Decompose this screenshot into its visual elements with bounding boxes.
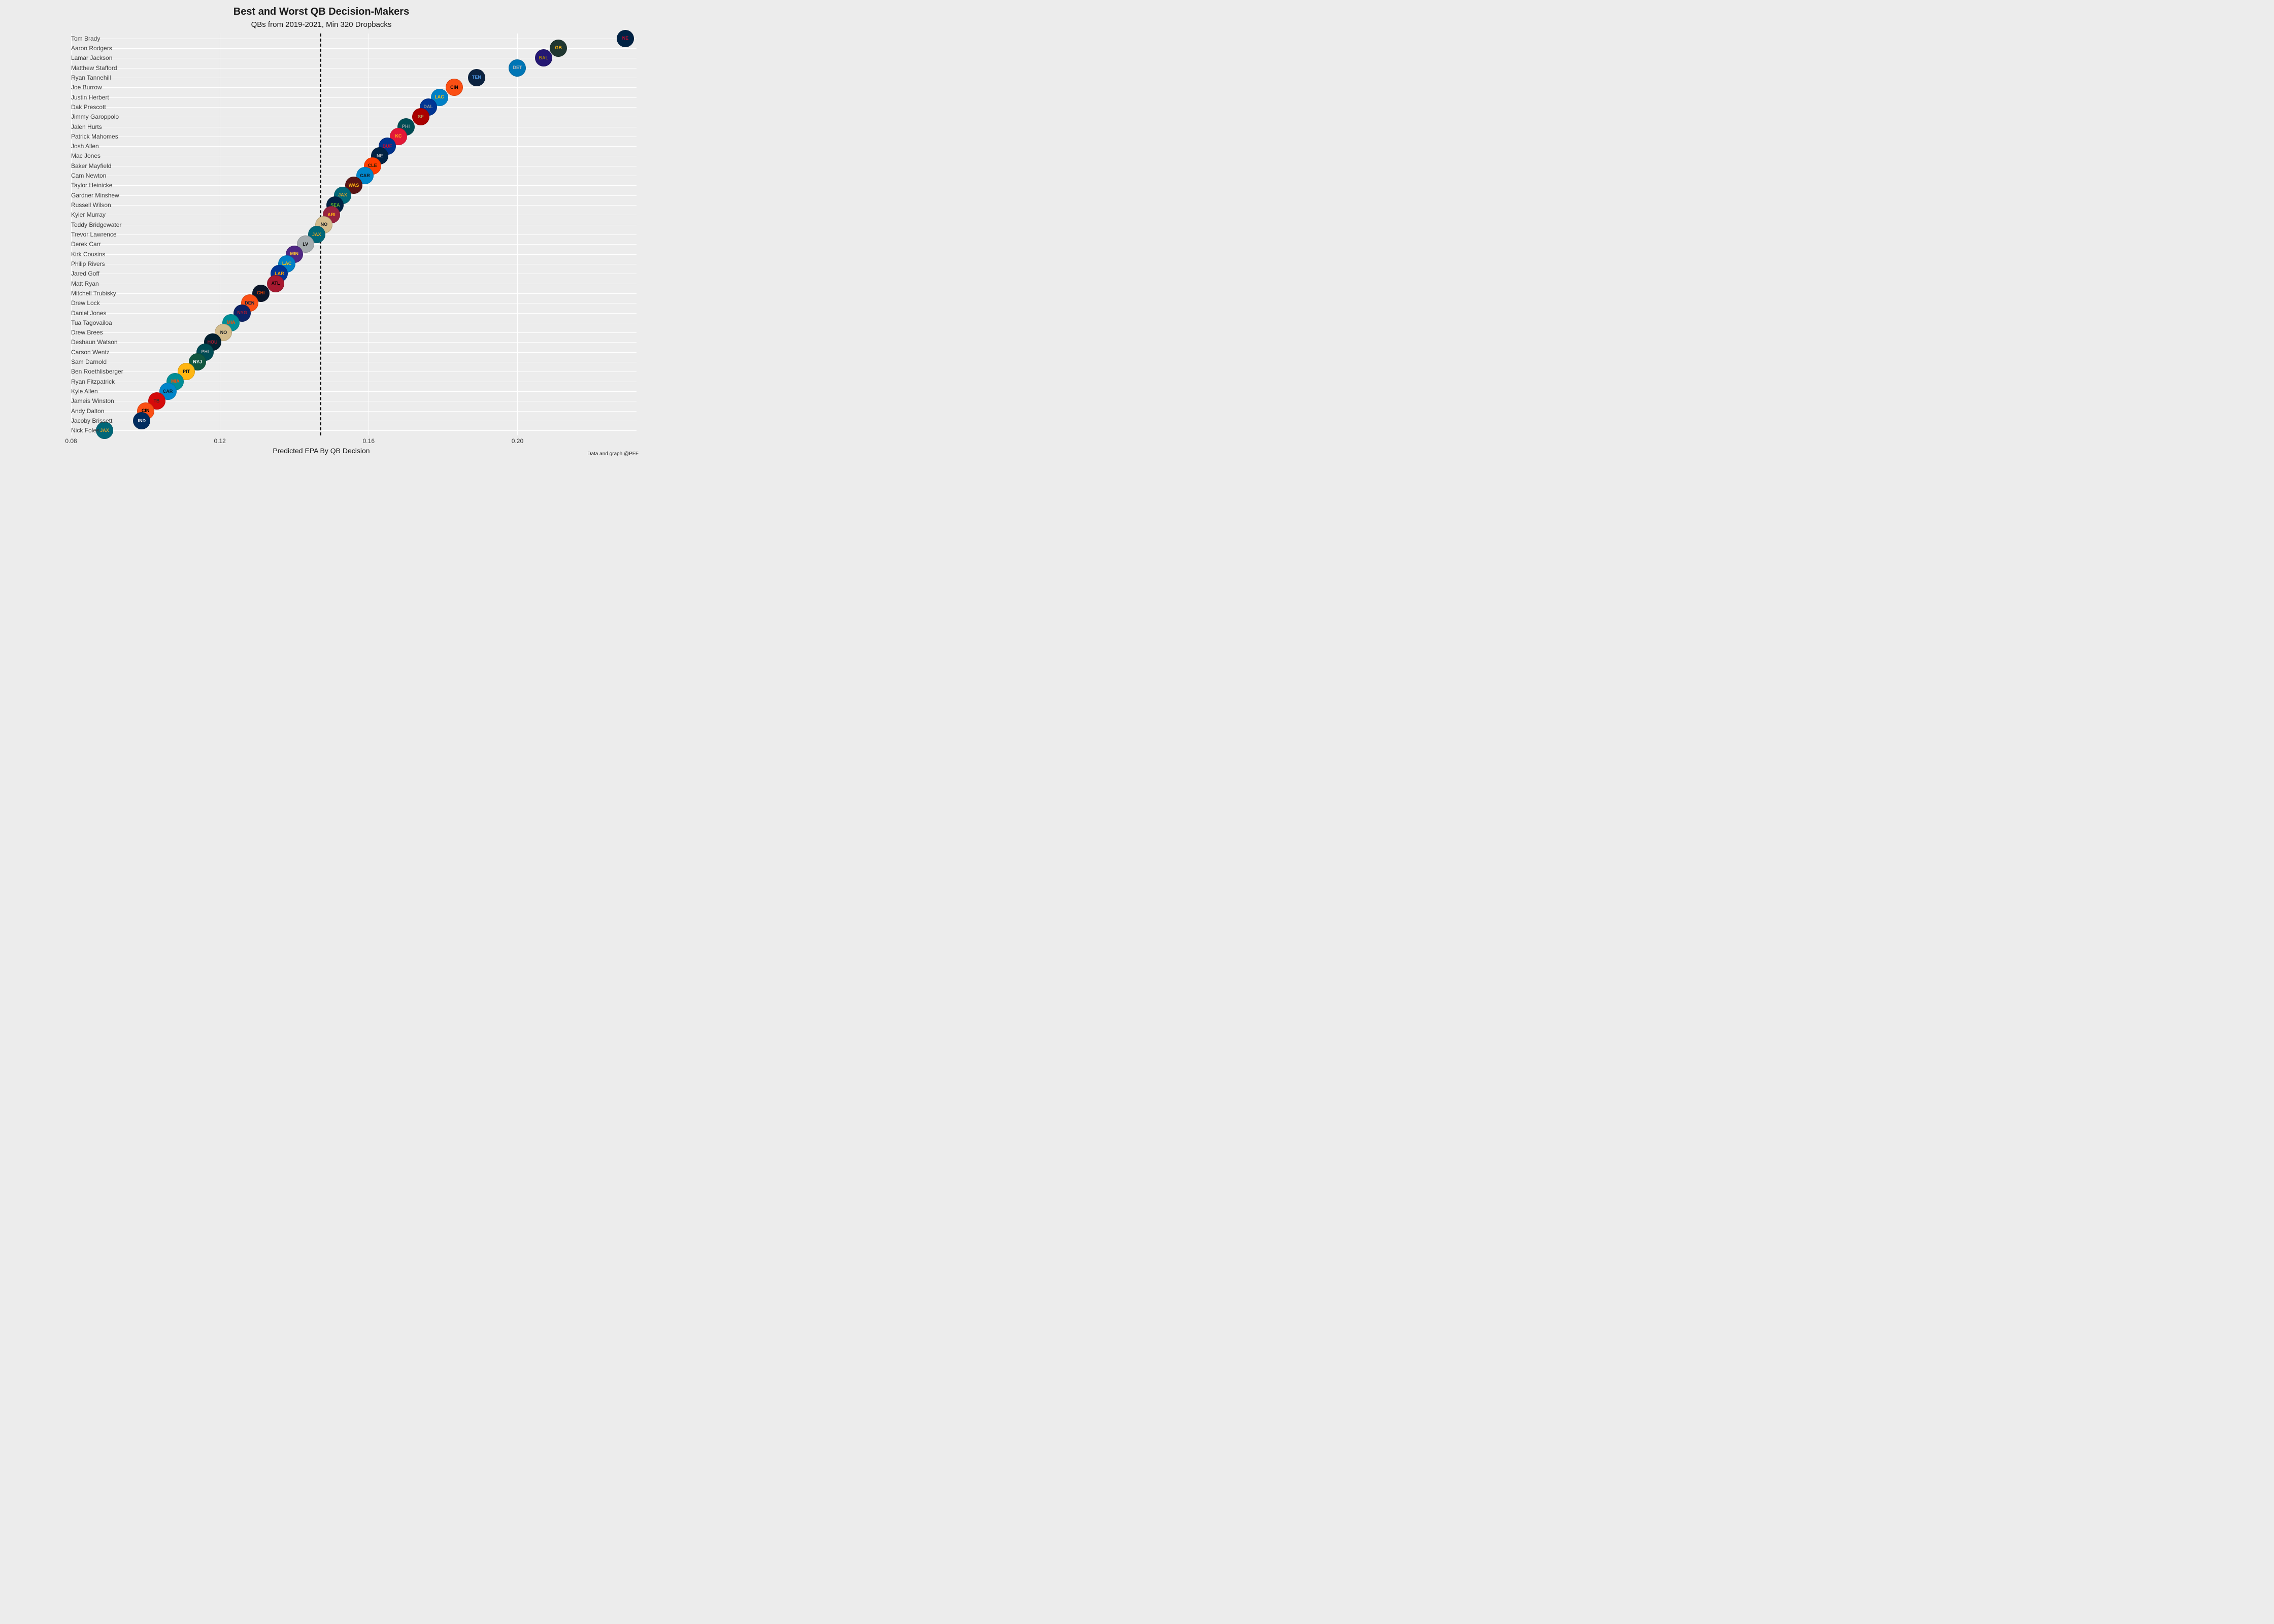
team-logo-marker: IND <box>133 412 150 429</box>
y-gridline <box>71 313 637 314</box>
y-tick-label: Drew Brees <box>71 329 74 336</box>
y-tick-label: Jacoby Brissett <box>71 417 74 424</box>
y-tick-label: Drew Lock <box>71 299 74 307</box>
team-logo-marker: SF <box>412 108 429 125</box>
y-gridline <box>71 371 637 372</box>
y-tick-label: Ryan Tannehill <box>71 74 74 81</box>
chart-title: Best and Worst QB Decision-Makers <box>233 6 409 18</box>
y-gridline <box>71 391 637 392</box>
y-tick-label: Aaron Rodgers <box>71 45 74 52</box>
y-gridline <box>71 87 637 88</box>
y-tick-label: Andy Dalton <box>71 408 74 415</box>
y-tick-label: Kyler Murray <box>71 211 74 218</box>
y-tick-label: Kirk Cousins <box>71 251 74 258</box>
y-tick-label: Kyle Allen <box>71 388 74 395</box>
x-tick-label: 0.20 <box>512 437 523 445</box>
team-logo-marker: DET <box>509 59 526 77</box>
y-gridline <box>71 205 637 206</box>
y-tick-label: Tua Tagovailoa <box>71 319 74 326</box>
team-logo-marker: NE <box>617 30 634 47</box>
y-tick-label: Derek Carr <box>71 241 74 248</box>
team-logo-marker: GB <box>550 40 567 57</box>
y-tick-label: Mitchell Trubisky <box>71 290 74 297</box>
y-tick-label: Lamar Jackson <box>71 54 74 61</box>
y-tick-label: Nick Foles <box>71 427 74 434</box>
chart-caption: Data and graph @PFF <box>587 451 639 457</box>
y-tick-label: Baker Mayfield <box>71 162 74 170</box>
y-gridline <box>71 411 637 412</box>
y-tick-label: Deshaun Watson <box>71 339 74 346</box>
x-tick-label: 0.16 <box>363 437 375 445</box>
y-tick-label: Gardner Minshew <box>71 192 74 199</box>
plot-area: NEGBBALDETTENCINLACDALSFPHIKCBUFNECLECAR… <box>71 33 637 435</box>
y-tick-label: Jameis Winston <box>71 397 74 404</box>
y-tick-label: Jalen Hurts <box>71 123 74 130</box>
y-tick-label: Sam Darnold <box>71 358 74 365</box>
x-tick-label: 0.12 <box>214 437 225 445</box>
y-gridline <box>71 107 637 108</box>
y-gridline <box>71 146 637 147</box>
y-tick-label: Teddy Bridgewater <box>71 221 74 228</box>
y-tick-label: Justin Herbert <box>71 94 74 101</box>
x-axis-title: Predicted EPA By QB Decision <box>273 447 370 455</box>
y-gridline <box>71 342 637 343</box>
y-gridline <box>71 332 637 333</box>
y-tick-label: Daniel Jones <box>71 310 74 317</box>
y-tick-label: Mac Jones <box>71 152 74 159</box>
y-tick-label: Carson Wentz <box>71 349 74 356</box>
chart-container: Best and Worst QB Decision-Makers QBs fr… <box>0 0 643 459</box>
y-tick-label: Cam Newton <box>71 172 74 179</box>
y-tick-label: Russell Wilson <box>71 201 74 209</box>
team-logo-marker: CIN <box>446 79 463 96</box>
y-gridline <box>71 352 637 353</box>
y-gridline <box>71 430 637 431</box>
y-tick-label: Patrick Mahomes <box>71 133 74 140</box>
y-tick-label: Matthew Stafford <box>71 64 74 72</box>
y-gridline <box>71 68 637 69</box>
y-tick-label: Joe Burrow <box>71 84 74 91</box>
y-tick-label: Jared Goff <box>71 270 74 277</box>
y-tick-label: Philip Rivers <box>71 260 74 267</box>
y-gridline <box>71 97 637 98</box>
team-logo-marker: TEN <box>468 69 485 86</box>
y-gridline <box>71 234 637 235</box>
y-tick-label: Ben Roethlisberger <box>71 368 74 375</box>
y-tick-label: Trevor Lawrence <box>71 231 74 238</box>
y-tick-label: Ryan Fitzpatrick <box>71 378 74 385</box>
y-gridline <box>71 293 637 294</box>
team-logo-marker: ATL <box>267 275 284 292</box>
chart-subtitle: QBs from 2019-2021, Min 320 Dropbacks <box>251 20 392 29</box>
y-tick-label: Tom Brady <box>71 35 74 42</box>
y-tick-label: Jimmy Garoppolo <box>71 113 74 120</box>
y-tick-label: Matt Ryan <box>71 280 74 287</box>
y-tick-label: Josh Allen <box>71 143 74 150</box>
y-gridline <box>71 244 637 245</box>
team-logo-marker: BAL <box>535 49 552 66</box>
y-gridline <box>71 254 637 255</box>
x-tick-label: 0.08 <box>65 437 77 445</box>
y-tick-label: Dak Prescott <box>71 104 74 111</box>
y-tick-label: Taylor Heinicke <box>71 182 74 189</box>
y-gridline <box>71 195 637 196</box>
